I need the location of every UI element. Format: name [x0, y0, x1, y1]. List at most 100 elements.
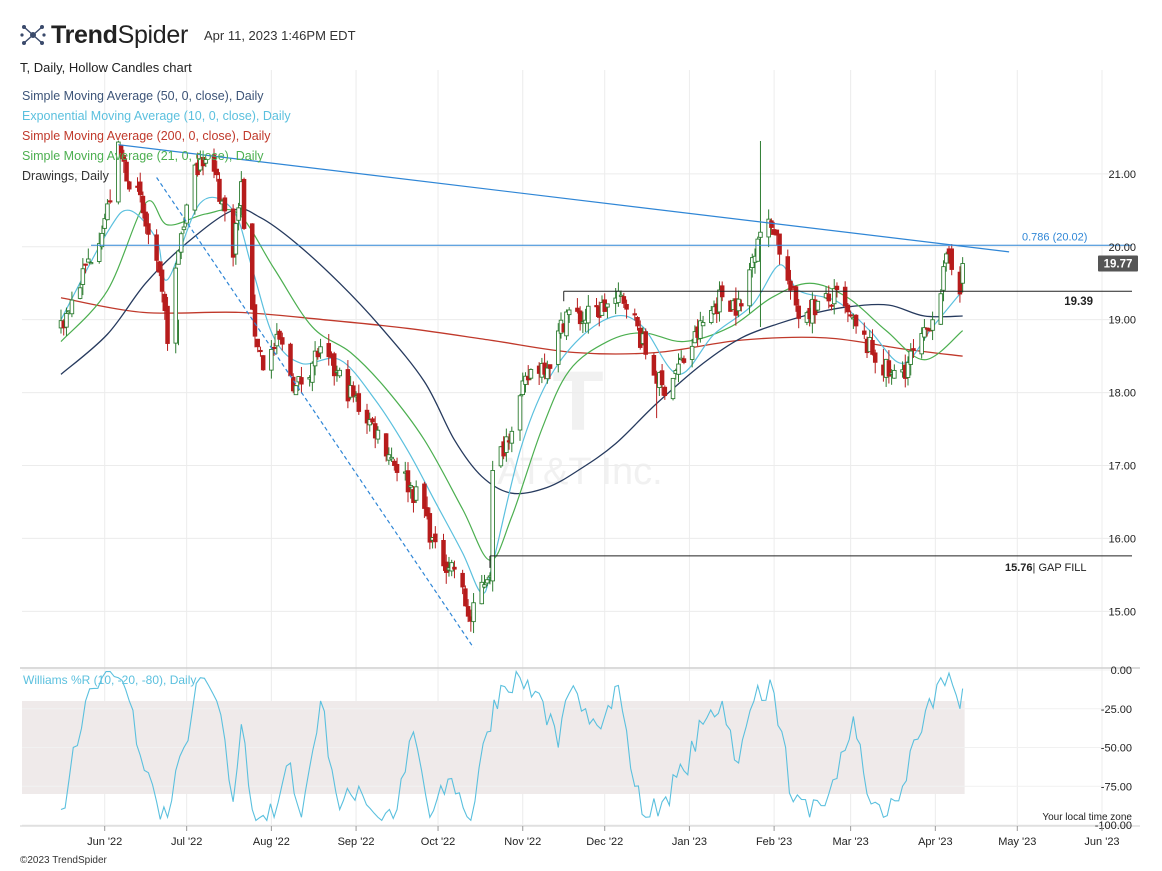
legend-sma21[interactable]: Simple Moving Average (21, 0, close), Da… — [22, 149, 264, 163]
candle-body — [944, 253, 949, 264]
candles — [58, 140, 965, 634]
x-tick-label: Jun '22 — [87, 836, 122, 848]
candle-body — [124, 161, 129, 182]
candle-body — [99, 232, 105, 248]
candle-body — [490, 470, 495, 582]
gap-fill-value: 15.76 — [1005, 562, 1033, 574]
candle-body — [766, 218, 771, 238]
legend-sma50[interactable]: Simple Moving Average (50, 0, close), Da… — [22, 89, 264, 103]
candle-body — [146, 223, 151, 235]
candle-body — [845, 304, 851, 313]
legend-drawings[interactable]: Drawings, Daily — [22, 169, 109, 183]
candle-body — [214, 168, 219, 176]
candle-body — [919, 333, 924, 355]
chart-subtitle: T, Daily, Hollow Candles chart — [20, 60, 192, 75]
candle-body — [181, 226, 187, 231]
candle-body — [938, 293, 944, 325]
candle-body — [886, 360, 892, 377]
candle-body — [831, 288, 837, 305]
candle-body — [121, 154, 127, 162]
candle-body — [310, 362, 315, 383]
candle-body — [892, 369, 897, 379]
candle-body — [922, 327, 927, 338]
brand-suffix: Spider — [117, 20, 189, 49]
candle-body — [288, 343, 293, 377]
candle-body — [260, 355, 266, 371]
candle-body — [86, 258, 91, 263]
candle-body — [389, 456, 394, 460]
candle-body — [331, 353, 337, 377]
candle-body — [651, 354, 657, 376]
candle-body — [605, 303, 610, 308]
y-tick-label: 15.00 — [1108, 606, 1136, 618]
gap-fill-text: | GAP FILL — [1033, 562, 1087, 574]
watermark: T AT&T Inc. — [497, 354, 662, 493]
x-tick-label: Jul '22 — [171, 836, 202, 848]
candle-body — [370, 418, 375, 423]
candle-body — [107, 200, 113, 203]
candle-body — [616, 290, 621, 304]
candle-body — [383, 433, 389, 457]
candle-body — [69, 299, 75, 315]
y-tick-label: 16.00 — [1108, 533, 1136, 545]
candle-body — [482, 584, 487, 588]
candle-body — [105, 203, 110, 221]
candle-body — [788, 280, 793, 291]
candle-body — [433, 533, 438, 543]
watermark-symbol: T — [552, 354, 603, 448]
candle-body — [709, 310, 714, 324]
candle-body — [337, 369, 342, 377]
candle-body — [484, 579, 490, 584]
candle-body — [618, 294, 624, 297]
candle-body — [127, 181, 132, 190]
watermark-name: AT&T Inc. — [497, 451, 662, 493]
copyright: ©2023 TrendSpider — [20, 855, 107, 866]
x-tick-label: Aug '22 — [253, 836, 290, 848]
wr-tick-label: -75.00 — [1101, 781, 1132, 793]
candle-body — [624, 304, 629, 310]
candle-body — [566, 309, 572, 316]
candle-body — [465, 606, 471, 617]
candle-body — [102, 218, 107, 229]
candle-body — [143, 211, 148, 227]
candle-body — [577, 310, 583, 325]
candle-body — [460, 572, 465, 588]
legend-ema10[interactable]: Exponential Moving Average (10, 0, close… — [22, 109, 291, 123]
x-tick-label: Jun '23 — [1084, 836, 1119, 848]
candle-body — [140, 195, 146, 214]
candle-body — [255, 338, 260, 348]
last-price-badge — [1098, 255, 1138, 272]
overlays — [60, 196, 964, 594]
candle-body — [413, 486, 419, 501]
candle-body — [356, 393, 362, 412]
candle-body — [659, 370, 665, 386]
candle-body — [826, 293, 832, 302]
candle-body — [941, 266, 946, 291]
candle-body — [930, 319, 935, 331]
candle-body — [520, 380, 525, 396]
candle-body — [162, 293, 168, 311]
candle-body — [364, 409, 370, 424]
y-tick-label: 20.00 — [1108, 242, 1136, 254]
candle-body — [479, 581, 485, 605]
drawings[interactable]: 0.786 (20.02) 19.39 15.76| GAP FILL — [91, 144, 1132, 649]
candle-body — [662, 386, 668, 397]
candle-body — [351, 385, 356, 397]
williams-r-label[interactable]: Williams %R (10, -20, -80), Daily — [23, 673, 197, 687]
spider-logo-icon — [20, 25, 46, 45]
indicator-legend: Simple Moving Average (50, 0, close), Da… — [22, 86, 291, 186]
candle-body — [137, 181, 143, 196]
candle-body — [83, 263, 88, 266]
legend-sma200[interactable]: Simple Moving Average (200, 0, close), D… — [22, 129, 271, 143]
candle-body — [547, 364, 553, 369]
x-tick-label: Mar '23 — [832, 836, 868, 848]
candle-body — [80, 268, 86, 285]
candle-body — [394, 463, 400, 473]
candle-body — [96, 243, 102, 262]
candle-body — [796, 305, 801, 319]
candle-body — [517, 395, 523, 431]
candle-body — [643, 331, 648, 355]
candle-body — [318, 346, 323, 354]
candle-body — [717, 289, 722, 313]
